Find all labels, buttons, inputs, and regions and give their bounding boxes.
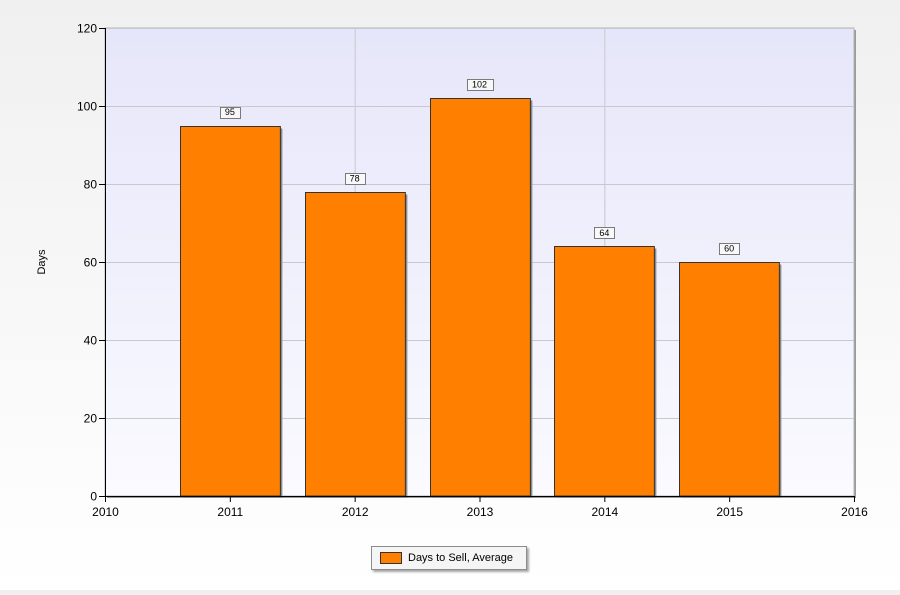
data-label-box [719, 243, 740, 255]
y-tick-label: 120 [77, 22, 97, 36]
data-label: 102 [467, 79, 494, 91]
legend: Days to Sell, Average [371, 546, 527, 570]
data-label: 95 [220, 107, 241, 119]
x-tick-label: 2012 [342, 505, 369, 519]
y-tick-label: 40 [84, 334, 98, 348]
y-tick-label: 80 [84, 178, 98, 192]
bar [679, 262, 780, 497]
data-label: 78 [345, 173, 366, 185]
bars [180, 98, 782, 498]
bar [554, 246, 655, 497]
data-labels: 95 78 102 64 60 [220, 79, 740, 255]
axes: 0 20 40 60 80 100 120 2010 2011 2012 2013 2014 2015 2… [77, 22, 868, 520]
x-tick-label: 2015 [716, 505, 743, 519]
legend-swatch [380, 552, 402, 564]
bar [305, 192, 406, 497]
x-tick-label: 2010 [92, 505, 119, 519]
data-label: 64 [594, 227, 615, 239]
bar [430, 98, 531, 497]
y-tick-label: 100 [77, 100, 97, 114]
data-label-text: 64 [599, 228, 609, 238]
data-label-text: 60 [724, 244, 734, 254]
bar [180, 126, 281, 497]
data-label-box [467, 79, 494, 91]
y-axis-title: Days [36, 249, 48, 275]
y-tick-label: 0 [90, 490, 97, 504]
data-label-box [220, 107, 241, 119]
data-label-box [345, 173, 366, 185]
legend-label: Days to Sell, Average [408, 552, 513, 564]
y-tick-label: 60 [84, 256, 98, 270]
y-tick-label: 20 [84, 412, 98, 426]
x-tick-label: 2014 [591, 505, 618, 519]
x-tick-label: 2011 [217, 505, 243, 519]
data-label-text: 95 [225, 107, 235, 117]
data-label-box [594, 227, 615, 239]
x-tick-label: 2016 [841, 505, 868, 519]
data-label: 60 [719, 243, 740, 255]
x-tick-label: 2013 [467, 505, 494, 519]
data-label-text: 78 [350, 173, 360, 183]
data-label-text: 102 [472, 80, 487, 90]
